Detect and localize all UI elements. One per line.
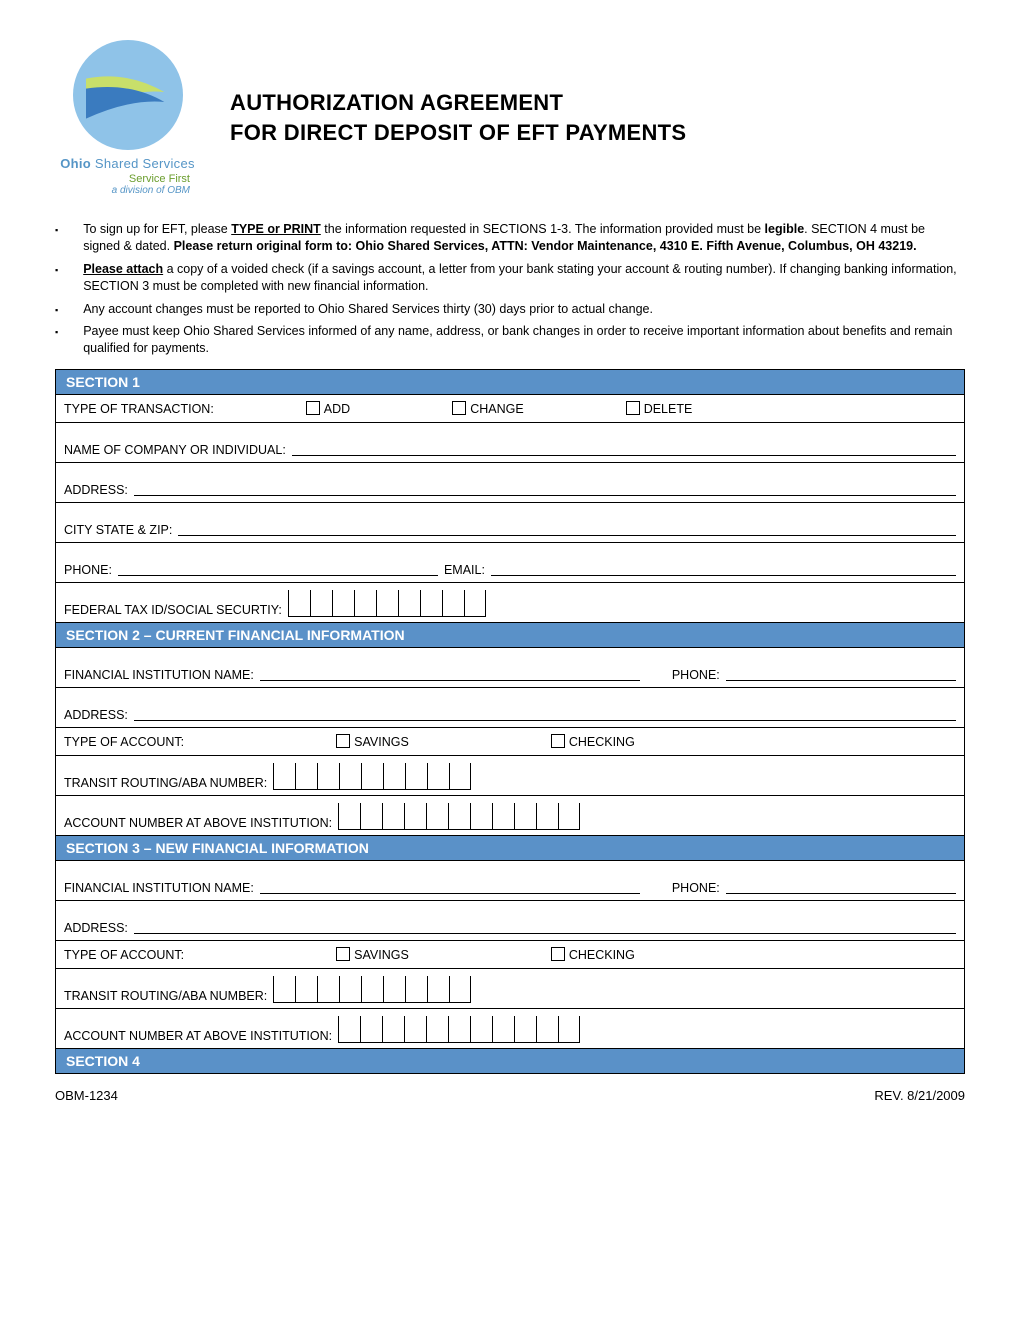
swoosh-icon — [81, 72, 171, 122]
s2-savings-checkbox[interactable] — [336, 734, 350, 748]
logo-tagline: Service First — [55, 173, 200, 185]
s3-phone-input[interactable] — [726, 872, 956, 894]
section-3-header: SECTION 3 – NEW FINANCIAL INFORMATION — [56, 836, 965, 861]
s2-address-input[interactable] — [134, 699, 956, 721]
section-2-header: SECTION 2 – CURRENT FINANCIAL INFORMATIO… — [56, 623, 965, 648]
delete-checkbox[interactable] — [626, 401, 640, 415]
fed-tax-label: FEDERAL TAX ID/SOCIAL SECURTIY: — [64, 603, 282, 617]
change-label: CHANGE — [470, 402, 523, 416]
delete-label: DELETE — [644, 402, 693, 416]
s3-account-boxes[interactable] — [338, 1016, 580, 1043]
s3-routing-label: TRANSIT ROUTING/ABA NUMBER: — [64, 989, 267, 1003]
type-of-transaction-label: TYPE OF TRANSACTION: — [64, 402, 214, 416]
address-input[interactable] — [134, 474, 956, 496]
s2-acct-type-label: TYPE OF ACCOUNT: — [64, 735, 184, 749]
s3-phone-label: PHONE: — [672, 881, 720, 895]
instruction-2: Please attach a copy of a voided check (… — [55, 261, 965, 295]
change-checkbox[interactable] — [452, 401, 466, 415]
logo: Ohio Shared Services Service First a div… — [55, 40, 200, 196]
instructions-list: To sign up for EFT, please TYPE or PRINT… — [55, 221, 965, 357]
footer: OBM-1234 REV. 8/21/2009 — [55, 1088, 965, 1103]
address-label: ADDRESS: — [64, 483, 128, 497]
s2-fin-name-input[interactable] — [260, 659, 640, 681]
s2-account-label: ACCOUNT NUMBER AT ABOVE INSTITUTION: — [64, 816, 332, 830]
s3-fin-name-label: FINANCIAL INSTITUTION NAME: — [64, 881, 254, 895]
instruction-3: Any account changes must be reported to … — [55, 301, 965, 318]
email-input[interactable] — [491, 554, 956, 576]
s3-address-label: ADDRESS: — [64, 921, 128, 935]
s3-account-label: ACCOUNT NUMBER AT ABOVE INSTITUTION: — [64, 1029, 332, 1043]
add-label: ADD — [324, 402, 350, 416]
page-title: AUTHORIZATION AGREEMENT FOR DIRECT DEPOS… — [230, 88, 686, 147]
s2-checking-checkbox[interactable] — [551, 734, 565, 748]
s2-savings-label: SAVINGS — [354, 735, 409, 749]
csz-label: CITY STATE & ZIP: — [64, 523, 172, 537]
s3-savings-checkbox[interactable] — [336, 947, 350, 961]
s3-acct-type-label: TYPE OF ACCOUNT: — [64, 948, 184, 962]
form-id: OBM-1234 — [55, 1088, 118, 1103]
logo-org-name: Ohio Shared Services — [55, 156, 200, 171]
s2-checking-label: CHECKING — [569, 735, 635, 749]
logo-division: a division of OBM — [55, 185, 200, 196]
email-label: EMAIL: — [444, 563, 485, 577]
s2-routing-label: TRANSIT ROUTING/ABA NUMBER: — [64, 776, 267, 790]
fed-tax-boxes[interactable] — [288, 590, 486, 617]
logo-circle — [73, 40, 183, 150]
phone-input[interactable] — [118, 554, 438, 576]
company-name-input[interactable] — [292, 434, 956, 456]
form-table: SECTION 1 TYPE OF TRANSACTION: ADD CHANG… — [55, 369, 965, 1074]
csz-input[interactable] — [178, 514, 956, 536]
revision: REV. 8/21/2009 — [874, 1088, 965, 1103]
phone-label: PHONE: — [64, 563, 112, 577]
section-1-header: SECTION 1 — [56, 370, 965, 395]
section-4-header: SECTION 4 — [56, 1049, 965, 1074]
instruction-4: Payee must keep Ohio Shared Services inf… — [55, 323, 965, 357]
s2-address-label: ADDRESS: — [64, 708, 128, 722]
title-line-2: FOR DIRECT DEPOSIT OF EFT PAYMENTS — [230, 120, 686, 145]
s2-fin-name-label: FINANCIAL INSTITUTION NAME: — [64, 668, 254, 682]
add-checkbox[interactable] — [306, 401, 320, 415]
s2-routing-boxes[interactable] — [273, 763, 471, 790]
title-line-1: AUTHORIZATION AGREEMENT — [230, 90, 563, 115]
company-name-label: NAME OF COMPANY OR INDIVIDUAL: — [64, 443, 286, 457]
s2-account-boxes[interactable] — [338, 803, 580, 830]
s3-fin-name-input[interactable] — [260, 872, 640, 894]
instruction-1: To sign up for EFT, please TYPE or PRINT… — [55, 221, 965, 255]
s3-savings-label: SAVINGS — [354, 948, 409, 962]
s3-checking-label: CHECKING — [569, 948, 635, 962]
s3-checking-checkbox[interactable] — [551, 947, 565, 961]
s3-address-input[interactable] — [134, 912, 956, 934]
s3-routing-boxes[interactable] — [273, 976, 471, 1003]
s2-phone-input[interactable] — [726, 659, 956, 681]
s2-phone-label: PHONE: — [672, 668, 720, 682]
